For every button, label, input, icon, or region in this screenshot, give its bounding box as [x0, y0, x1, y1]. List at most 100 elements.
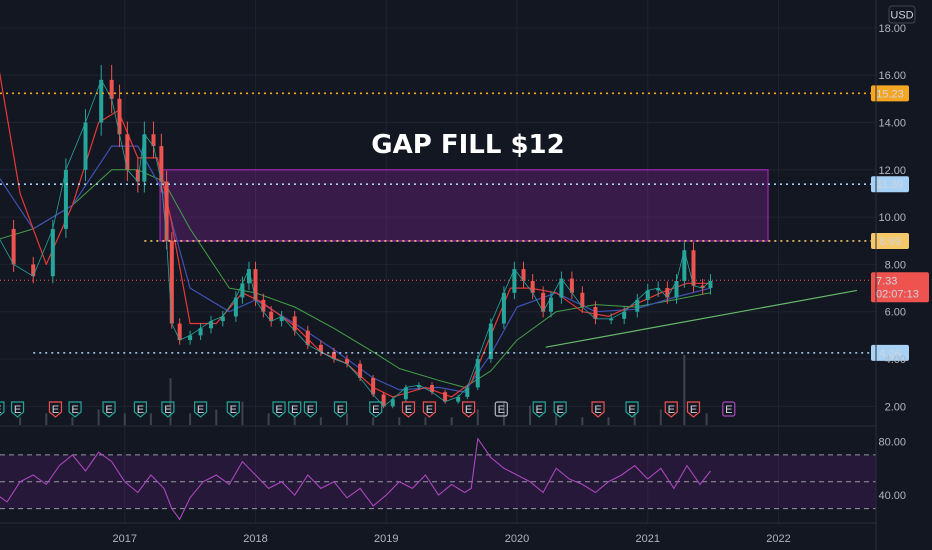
x-tick-label: 2020	[505, 533, 529, 545]
rsi-band	[0, 454, 876, 509]
candle-body	[151, 134, 156, 147]
candle-body	[345, 359, 350, 364]
candle-body	[331, 351, 336, 360]
candle-body	[691, 250, 696, 286]
gap-fill-zone	[159, 169, 769, 242]
volume-bar	[346, 413, 349, 425]
y-tick-label: 8.00	[885, 259, 906, 271]
currency-label: USD	[890, 10, 913, 22]
earnings-glyph: E	[71, 404, 78, 416]
candle-body	[521, 269, 526, 281]
earnings-marker[interactable]: E	[369, 401, 383, 418]
volume-bar	[424, 417, 427, 425]
candle-body	[99, 79, 104, 123]
volume-bar	[476, 409, 479, 425]
candle-body	[31, 264, 36, 277]
candle-body	[700, 285, 705, 289]
rsi-tick-label: 40.00	[878, 490, 906, 502]
rsi-tick-label: 80.00	[878, 436, 906, 448]
time-axis[interactable]: 2017 2018 2019 2020 2021 2022	[113, 533, 791, 545]
volume-bar	[241, 401, 244, 425]
candle-body	[475, 359, 480, 388]
candle-body	[117, 98, 122, 135]
candle-body	[159, 146, 164, 182]
y-tick-label: 2.00	[885, 401, 906, 413]
earnings-marker[interactable]: E	[0, 401, 5, 417]
candle-body	[381, 394, 386, 407]
candle-body	[488, 323, 493, 360]
earnings-marker[interactable]: E	[422, 401, 436, 418]
earnings-marker[interactable]: E	[722, 401, 736, 417]
candle-body	[305, 330, 310, 345]
earnings-marker[interactable]: E	[133, 401, 148, 418]
earnings-marker[interactable]: E	[161, 401, 175, 418]
volume-bar	[555, 413, 558, 425]
candle-body	[665, 288, 670, 298]
y-tick-label: 4.00	[885, 354, 906, 366]
candle-body	[261, 299, 266, 312]
currency-badge[interactable]: USD	[888, 5, 916, 24]
candle-body	[430, 385, 434, 393]
candle-body	[220, 316, 225, 322]
earnings-glyph: E	[164, 404, 171, 416]
volume-bar	[372, 417, 375, 425]
candle-body	[403, 387, 408, 400]
volume-bar	[581, 417, 584, 425]
earnings-marker[interactable]: E	[553, 401, 567, 418]
volume-bar	[450, 417, 453, 425]
earnings-marker[interactable]: E	[401, 401, 416, 418]
earnings-marker[interactable]: E	[494, 401, 508, 417]
candle-body	[443, 392, 448, 402]
earnings-marker[interactable]: E	[625, 401, 639, 418]
earnings-marker[interactable]: E	[48, 401, 63, 418]
x-tick-label: 2019	[374, 533, 398, 545]
earnings-marker[interactable]: E	[288, 401, 302, 418]
level-label: 11.39	[871, 176, 909, 193]
earnings-marker[interactable]: E	[462, 401, 476, 418]
earnings-marker[interactable]: E	[532, 401, 546, 418]
volume-bar	[502, 401, 505, 425]
price-axis[interactable]: 18.00 16.00 14.00 12.00 10.00 8.00 6.00 4.00 2.0…	[878, 23, 906, 414]
candle-body	[292, 316, 297, 331]
earnings-marker[interactable]: E	[686, 401, 701, 418]
candle-body	[390, 399, 395, 407]
candle-body	[142, 134, 147, 182]
volume-bar	[215, 409, 218, 425]
candle-body	[358, 363, 363, 378]
candle-body	[279, 316, 284, 322]
earnings-glyph: E	[426, 404, 433, 416]
x-tick-label: 2022	[766, 533, 790, 545]
earnings-marker[interactable]: E	[333, 401, 348, 418]
level-value: 4.26	[879, 348, 900, 360]
y-tick-label: 6.00	[885, 307, 906, 319]
earnings-glyph: E	[230, 404, 237, 416]
earnings-markers[interactable]: EEEEEEEEEEEEEEEEEEEEEEEEE	[0, 401, 736, 418]
earnings-marker[interactable]: E	[664, 401, 678, 418]
earnings-marker[interactable]: E	[193, 401, 208, 418]
volume-bar	[189, 413, 192, 425]
price-line	[0, 79, 711, 407]
volume-bar	[607, 417, 610, 425]
candle-body	[177, 323, 182, 341]
earnings-glyph: E	[405, 404, 412, 416]
candle-body	[622, 311, 627, 319]
earnings-marker[interactable]: E	[303, 401, 318, 418]
earnings-marker[interactable]: E	[272, 401, 286, 418]
earnings-marker[interactable]: E	[102, 401, 116, 418]
candle-body	[240, 283, 245, 298]
volume-bar	[293, 417, 296, 425]
earnings-glyph: E	[628, 404, 635, 416]
candle-body	[188, 335, 193, 341]
y-tick-label: 18.00	[878, 23, 906, 35]
volume-bar	[659, 409, 662, 425]
earnings-marker[interactable]: E	[226, 401, 240, 418]
earnings-marker[interactable]: E	[10, 401, 25, 418]
earnings-marker[interactable]: E	[68, 401, 82, 418]
candle-body	[125, 134, 130, 170]
earnings-marker[interactable]: E	[591, 401, 605, 418]
candle-body	[209, 321, 214, 329]
gap-zone-layer	[159, 169, 769, 242]
